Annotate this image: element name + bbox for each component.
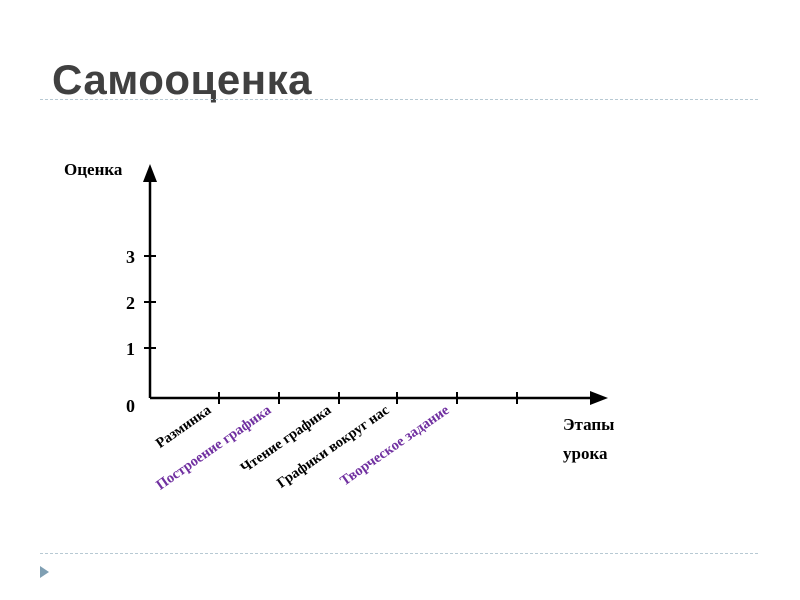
x-axis-label-line-1: Этапы xyxy=(563,415,614,434)
y-tick-label: 3 xyxy=(126,247,135,267)
y-tick-label: 0 xyxy=(126,396,135,416)
y-tick-label: 1 xyxy=(126,339,135,359)
x-category-label: Творческое задание xyxy=(337,402,452,490)
y-tick-label: 2 xyxy=(126,293,135,313)
slide-title: Самооценка xyxy=(52,56,312,103)
footer-divider xyxy=(40,553,758,554)
slide-bullet-icon xyxy=(40,566,49,578)
y-axis-arrow-icon xyxy=(143,164,157,182)
y-axis-label: Оценка xyxy=(64,160,123,179)
title-divider xyxy=(40,99,758,100)
x-axis-arrow-icon xyxy=(590,391,608,405)
x-category-label: Построение графика xyxy=(153,402,275,494)
x-axis-label-line-2: урока xyxy=(563,444,608,463)
